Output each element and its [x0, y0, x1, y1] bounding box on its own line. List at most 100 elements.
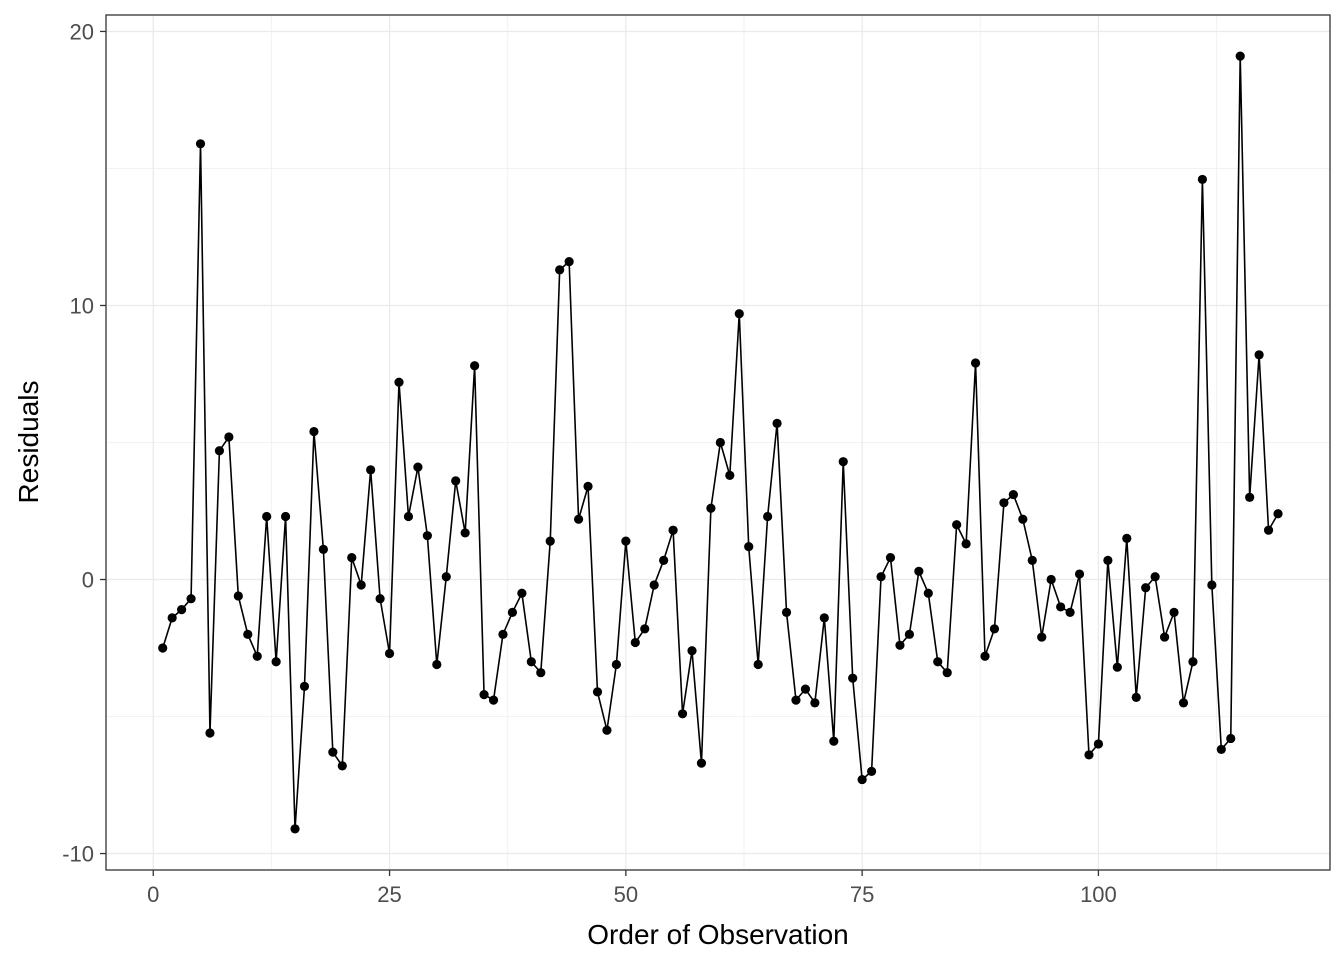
- data-point: [356, 580, 366, 590]
- data-point: [573, 514, 584, 524]
- data-point: [290, 824, 300, 834]
- data-point: [677, 709, 688, 719]
- x-tick-label: 75: [850, 882, 874, 907]
- data-point: [715, 437, 725, 448]
- data-point: [1245, 492, 1255, 502]
- y-tick-label: 0: [82, 568, 94, 593]
- data-point: [640, 624, 650, 634]
- x-tick-label: 0: [147, 882, 159, 907]
- data-point: [1273, 509, 1283, 519]
- data-point: [460, 528, 470, 538]
- data-point: [1018, 514, 1028, 524]
- data-point: [517, 588, 527, 598]
- data-point: [1226, 733, 1236, 744]
- data-point: [763, 511, 773, 522]
- series-points: [158, 51, 1283, 834]
- data-point: [413, 462, 423, 472]
- data-point: [205, 728, 215, 738]
- data-point: [876, 572, 886, 582]
- data-point: [195, 139, 206, 149]
- data-point: [866, 766, 877, 776]
- data-point: [753, 659, 763, 670]
- x-tick-label: 100: [1080, 882, 1117, 907]
- data-point: [649, 580, 659, 590]
- y-tick-label: 10: [70, 293, 94, 318]
- data-point: [1112, 662, 1122, 672]
- data-point: [810, 698, 820, 708]
- data-point: [829, 736, 839, 746]
- data-point: [507, 607, 518, 618]
- major-gridlines: [106, 15, 1330, 870]
- data-point: [271, 657, 281, 667]
- data-point: [318, 544, 328, 554]
- data-point: [885, 553, 896, 563]
- data-point: [1150, 572, 1160, 582]
- data-point: [838, 457, 848, 467]
- data-point: [980, 651, 990, 661]
- data-point: [526, 657, 536, 667]
- data-point: [659, 555, 669, 565]
- data-point: [432, 659, 442, 670]
- data-point: [1103, 555, 1113, 565]
- data-point: [337, 761, 347, 771]
- data-point: [933, 657, 943, 667]
- data-point: [781, 607, 792, 618]
- x-axis-title: Order of Observation: [587, 919, 848, 950]
- data-point: [422, 531, 432, 541]
- data-point: [668, 525, 678, 535]
- y-axis: -10 0 10 20: [62, 19, 106, 867]
- data-point: [592, 687, 603, 697]
- data-point: [687, 646, 697, 656]
- data-point: [602, 725, 612, 735]
- x-tick-label: 50: [614, 882, 638, 907]
- data-point: [1141, 583, 1151, 593]
- data-point: [262, 511, 272, 522]
- data-point: [1207, 580, 1217, 590]
- data-point: [328, 747, 338, 757]
- data-point: [1131, 692, 1141, 702]
- data-point: [1093, 739, 1104, 749]
- data-point: [630, 637, 640, 648]
- data-point: [970, 358, 981, 368]
- data-point: [299, 681, 310, 691]
- data-point: [177, 605, 187, 615]
- data-point: [791, 695, 801, 705]
- data-point: [186, 594, 196, 604]
- data-point: [1037, 632, 1047, 642]
- x-tick-label: 25: [377, 882, 401, 907]
- data-point: [1056, 602, 1066, 612]
- data-point: [1169, 607, 1179, 618]
- data-point: [857, 774, 867, 785]
- data-point: [706, 503, 716, 513]
- data-point: [1074, 569, 1085, 579]
- data-point: [441, 572, 451, 582]
- data-point: [347, 553, 357, 563]
- y-tick-label: 20: [70, 19, 94, 44]
- data-point: [280, 511, 291, 522]
- data-point: [451, 476, 461, 486]
- data-point: [167, 613, 177, 623]
- data-point: [1084, 750, 1094, 760]
- data-point: [734, 309, 744, 319]
- data-point: [1197, 174, 1207, 185]
- data-point: [1159, 632, 1170, 642]
- data-point: [952, 520, 962, 530]
- data-point: [243, 629, 253, 639]
- data-point: [999, 498, 1009, 508]
- data-point: [1188, 657, 1198, 667]
- data-point: [555, 265, 565, 275]
- data-point: [989, 624, 1000, 634]
- data-point: [819, 613, 829, 623]
- data-point: [942, 668, 952, 678]
- data-point: [498, 629, 508, 639]
- y-tick-label: -10: [62, 842, 94, 867]
- data-point: [800, 684, 811, 694]
- data-point: [611, 659, 621, 670]
- data-point: [1235, 51, 1245, 61]
- data-point: [1178, 698, 1189, 708]
- data-point: [1122, 533, 1132, 544]
- data-point: [488, 695, 499, 705]
- x-axis: 0 25 50 75 100: [147, 870, 1117, 907]
- data-point: [744, 542, 754, 552]
